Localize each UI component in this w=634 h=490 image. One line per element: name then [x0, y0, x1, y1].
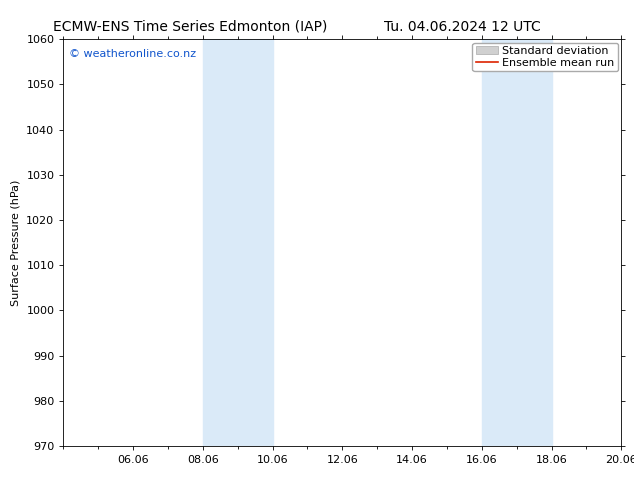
- Text: Tu. 04.06.2024 12 UTC: Tu. 04.06.2024 12 UTC: [384, 20, 541, 34]
- Legend: Standard deviation, Ensemble mean run: Standard deviation, Ensemble mean run: [472, 43, 618, 72]
- Text: ECMW-ENS Time Series Edmonton (IAP): ECMW-ENS Time Series Edmonton (IAP): [53, 20, 327, 34]
- Bar: [203, 39, 273, 446]
- Bar: [482, 39, 552, 446]
- Text: © weatheronline.co.nz: © weatheronline.co.nz: [69, 49, 196, 59]
- Y-axis label: Surface Pressure (hPa): Surface Pressure (hPa): [11, 179, 21, 306]
